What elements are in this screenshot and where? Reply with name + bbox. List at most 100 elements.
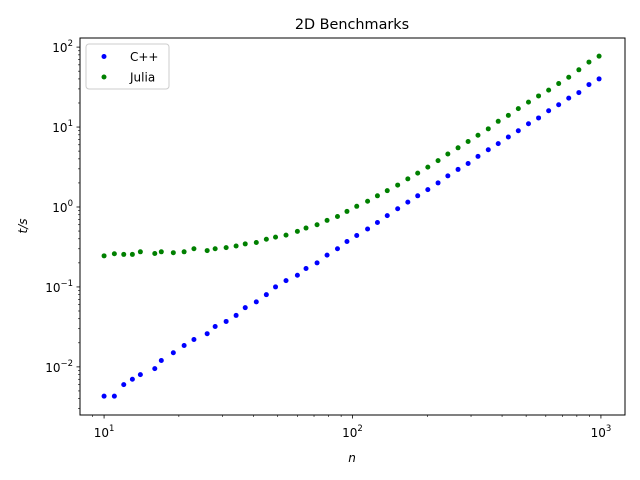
data-point — [129, 376, 135, 382]
data-point — [170, 350, 176, 356]
data-point — [283, 232, 289, 238]
data-point — [435, 180, 441, 186]
data-point — [445, 173, 451, 179]
data-point — [365, 198, 371, 204]
data-point — [129, 251, 135, 257]
data-point — [405, 199, 411, 205]
series-julia — [101, 53, 602, 259]
data-point — [395, 206, 401, 212]
data-point — [556, 81, 562, 87]
data-point — [344, 208, 350, 214]
y-tick-label: 10−1 — [45, 279, 73, 295]
y-axis: 10−2 10−1 100 101 102 — [45, 39, 80, 409]
data-point — [525, 99, 531, 105]
data-point — [263, 292, 269, 298]
legend-marker-julia — [101, 74, 107, 80]
data-point — [170, 250, 176, 256]
legend-label-cpp: C++ — [130, 50, 159, 64]
data-point — [223, 245, 229, 251]
data-point — [204, 331, 210, 337]
x-tick-label: 103 — [591, 424, 612, 440]
data-point — [324, 217, 330, 223]
data-point — [101, 253, 107, 259]
data-point — [204, 248, 210, 254]
data-point — [191, 246, 197, 252]
data-point — [525, 121, 531, 127]
data-point — [314, 260, 320, 266]
data-point — [294, 272, 300, 278]
data-point — [283, 278, 289, 284]
data-point — [536, 115, 542, 121]
data-point — [374, 193, 380, 199]
data-point — [303, 266, 309, 272]
data-point — [485, 126, 491, 132]
data-point — [576, 67, 582, 73]
data-point — [158, 358, 164, 364]
legend-label-julia: Julia — [129, 71, 155, 85]
y-axis-label: t/s — [16, 219, 30, 234]
data-point — [354, 203, 360, 209]
data-point — [334, 214, 340, 220]
data-point — [415, 193, 421, 199]
data-point — [303, 225, 309, 231]
data-point — [465, 138, 471, 144]
data-point — [505, 112, 511, 118]
data-point — [137, 372, 143, 378]
chart-title: 2D Benchmarks — [295, 17, 409, 33]
legend-marker-cpp — [101, 54, 107, 59]
data-point — [253, 299, 259, 305]
data-point — [181, 249, 187, 255]
data-point — [455, 145, 461, 151]
data-point — [365, 226, 371, 232]
data-point — [101, 393, 107, 399]
data-points — [101, 53, 602, 399]
data-point — [536, 93, 542, 99]
data-point — [566, 74, 572, 80]
data-point — [586, 59, 592, 65]
data-point — [405, 176, 411, 182]
data-point — [233, 243, 239, 249]
data-point — [137, 249, 143, 255]
y-tick-label: 10−2 — [45, 359, 73, 375]
data-point — [596, 76, 602, 82]
data-point — [191, 336, 197, 342]
x-axis: 101 102 103 — [92, 415, 612, 440]
y-tick-label: 102 — [52, 39, 73, 55]
data-point — [495, 141, 501, 147]
data-point — [152, 250, 158, 256]
data-point — [505, 134, 511, 140]
data-point — [152, 366, 158, 372]
data-point — [425, 164, 431, 170]
data-point — [425, 187, 431, 193]
data-point — [212, 323, 218, 329]
data-point — [475, 153, 481, 159]
data-point — [546, 108, 552, 114]
data-point — [273, 234, 279, 240]
legend: C++ Julia — [85, 43, 170, 90]
data-point — [415, 170, 421, 176]
data-point — [596, 53, 602, 59]
data-point — [121, 251, 127, 257]
data-point — [515, 106, 521, 112]
data-point — [223, 318, 229, 324]
data-point — [121, 382, 127, 388]
data-point — [395, 182, 401, 188]
data-point — [455, 166, 461, 172]
data-point — [465, 160, 471, 166]
data-point — [445, 151, 451, 157]
data-point — [495, 118, 501, 124]
data-point — [556, 102, 562, 108]
data-point — [181, 343, 187, 349]
data-point — [242, 241, 248, 247]
data-point — [435, 158, 441, 164]
data-point — [354, 232, 360, 238]
data-point — [111, 393, 117, 399]
data-point — [515, 128, 521, 134]
data-point — [384, 188, 390, 194]
data-point — [374, 219, 380, 225]
y-tick-label: 101 — [52, 119, 73, 135]
y-tick-label: 100 — [52, 199, 73, 215]
data-point — [111, 251, 117, 257]
data-point — [586, 82, 592, 88]
